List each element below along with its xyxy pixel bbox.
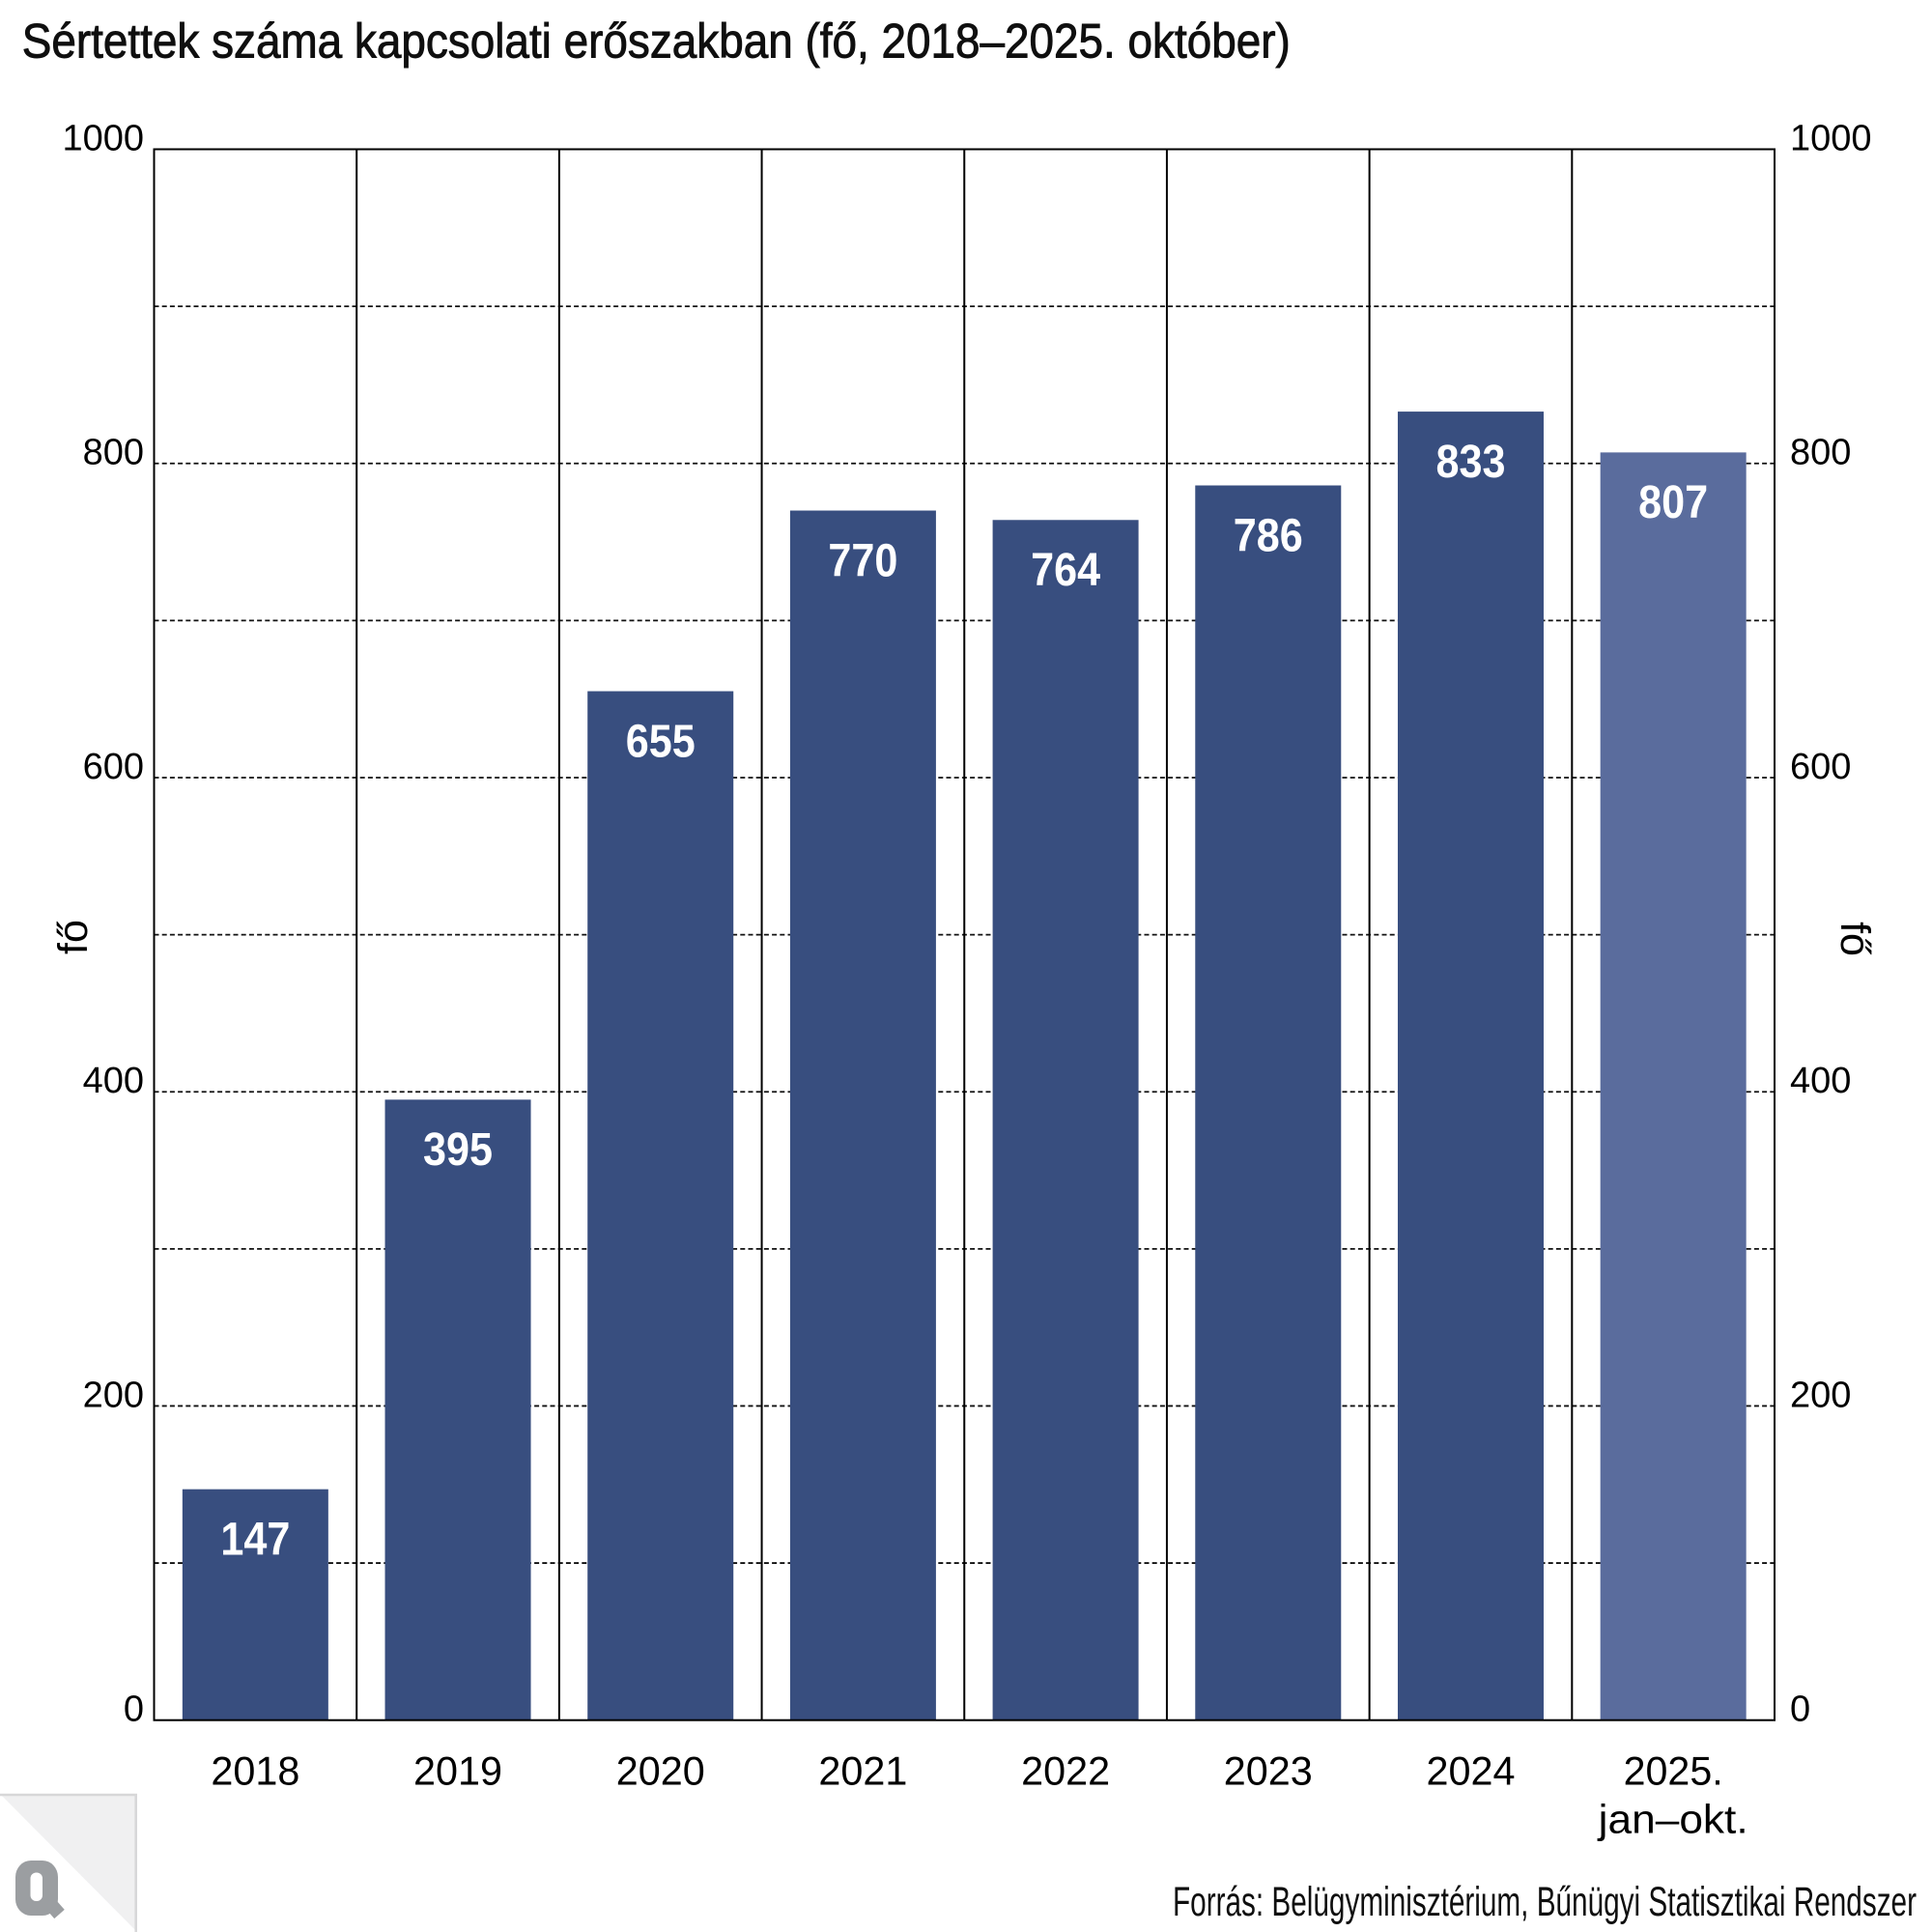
svg-text:1000: 1000 (62, 119, 144, 159)
svg-text:764: 764 (1031, 545, 1100, 596)
svg-text:Forrás: Belügyminisztérium, Bű: Forrás: Belügyminisztérium, Bűnügyi Stat… (1173, 1879, 1917, 1925)
svg-text:200: 200 (83, 1376, 144, 1416)
svg-text:395: 395 (423, 1124, 493, 1176)
svg-text:655: 655 (626, 716, 696, 767)
svg-text:600: 600 (1790, 747, 1851, 787)
svg-text:2025.: 2025. (1624, 1748, 1723, 1794)
svg-text:800: 800 (83, 433, 144, 473)
svg-text:2023: 2023 (1224, 1748, 1313, 1794)
svg-text:2021: 2021 (818, 1748, 907, 1794)
svg-text:786: 786 (1234, 510, 1303, 561)
svg-text:0: 0 (1790, 1690, 1810, 1730)
svg-text:807: 807 (1638, 477, 1708, 528)
svg-text:200: 200 (1790, 1376, 1851, 1416)
svg-text:800: 800 (1790, 433, 1851, 473)
svg-text:2020: 2020 (616, 1748, 705, 1794)
svg-text:400: 400 (83, 1061, 144, 1101)
svg-text:2019: 2019 (413, 1748, 502, 1794)
svg-text:1000: 1000 (1790, 119, 1872, 159)
svg-text:833: 833 (1435, 437, 1505, 488)
svg-text:fő: fő (50, 920, 97, 954)
svg-text:2018: 2018 (211, 1748, 299, 1794)
svg-text:2022: 2022 (1021, 1748, 1110, 1794)
svg-text:0: 0 (124, 1690, 144, 1730)
svg-text:2024: 2024 (1426, 1748, 1515, 1794)
svg-text:147: 147 (220, 1514, 290, 1565)
svg-text:jan–okt.: jan–okt. (1597, 1797, 1748, 1842)
svg-text:Sértettek száma kapcsolati erő: Sértettek száma kapcsolati erőszakban (f… (22, 14, 1291, 69)
svg-text:fő: fő (1832, 922, 1878, 956)
svg-text:770: 770 (828, 535, 897, 586)
svg-text:400: 400 (1790, 1061, 1851, 1101)
svg-text:600: 600 (83, 747, 144, 787)
